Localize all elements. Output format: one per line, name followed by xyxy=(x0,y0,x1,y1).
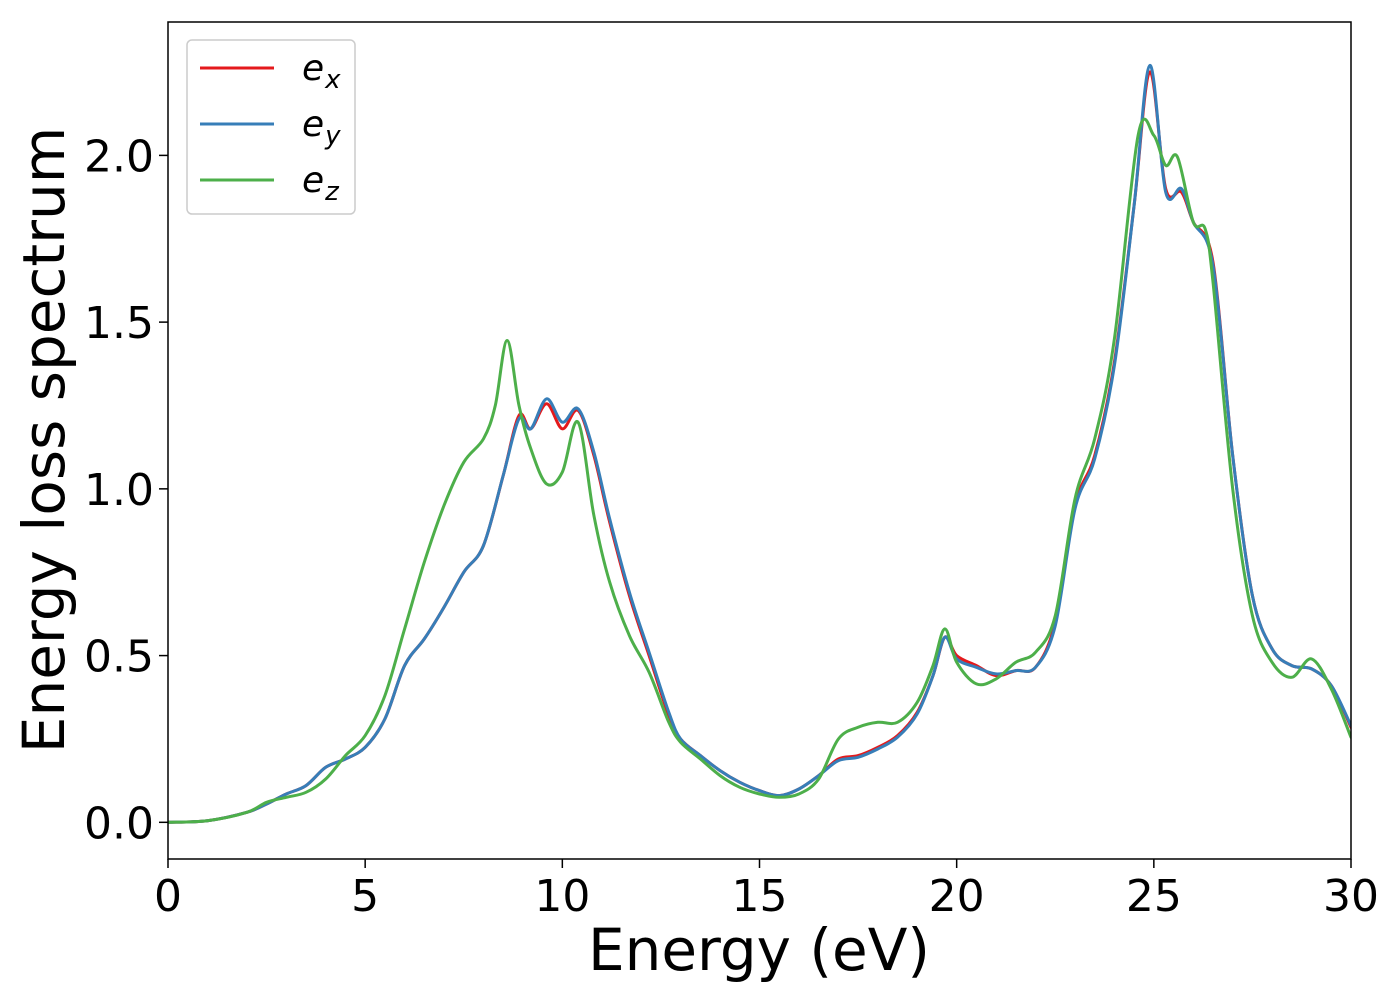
x-tick-label: 5 xyxy=(351,871,379,922)
legend-box xyxy=(186,39,356,215)
series-line-e-z xyxy=(168,117,1351,824)
x-tick-label: 20 xyxy=(929,871,985,922)
y-axis: 0.0 0.5 1.0 1.5 2.0 xyxy=(84,131,168,849)
series-line-e-y xyxy=(168,63,1351,824)
x-tick-label: 25 xyxy=(1126,871,1182,922)
y-tick-label: 0.5 xyxy=(84,632,154,683)
y-tick-label: 0.0 xyxy=(84,798,154,849)
y-tick-label: 1.5 xyxy=(84,298,154,349)
x-axis: 0 5 10 15 20 25 30 xyxy=(154,859,1379,922)
y-tick-label: 2.0 xyxy=(84,131,154,182)
x-tick-label: 0 xyxy=(154,871,182,922)
x-axis-title: Energy (eV) xyxy=(588,916,930,984)
y-tick-label: 1.0 xyxy=(84,465,154,516)
series-layer xyxy=(168,63,1351,824)
x-tick-label: 10 xyxy=(534,871,590,922)
x-tick-label: 30 xyxy=(1323,871,1379,922)
x-tick-label: 15 xyxy=(732,871,788,922)
legend-label-x: ex xyxy=(302,48,341,95)
legend-label-y: ey xyxy=(302,104,341,151)
y-axis-title: Energy loss spectrum xyxy=(10,127,78,753)
